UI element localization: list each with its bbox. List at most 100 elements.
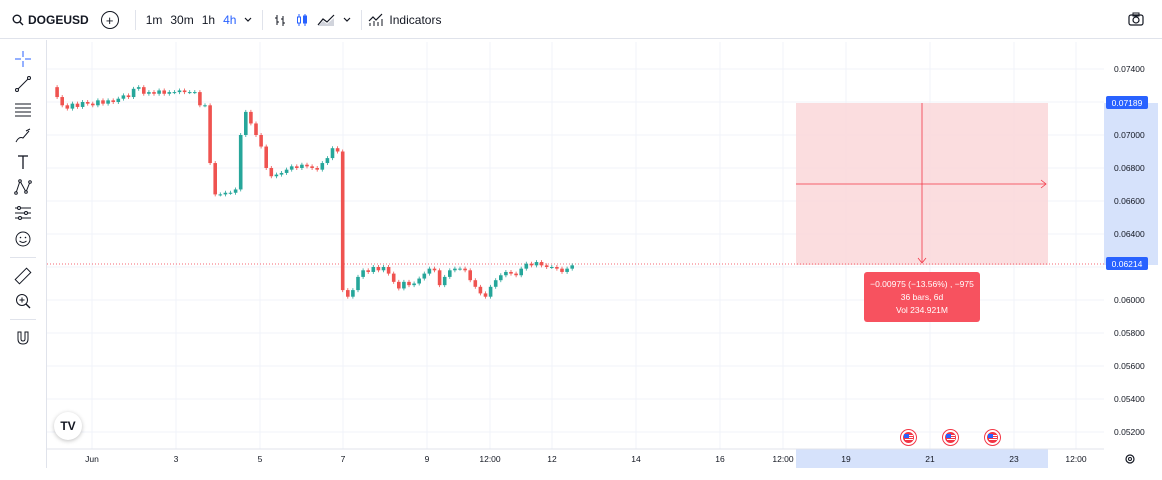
candle-body: [407, 281, 411, 286]
candle-body: [147, 92, 151, 94]
us-flag-event-icon[interactable]: [943, 430, 958, 445]
candle-body: [213, 163, 217, 195]
candle-body: [223, 192, 228, 195]
candle-body: [386, 267, 391, 274]
candle-body: [544, 265, 549, 267]
interval-4h-button[interactable]: 4h: [223, 13, 237, 27]
candle-body: [509, 271, 513, 274]
interval-1h-button[interactable]: 1h: [201, 13, 216, 27]
candle-body: [534, 262, 539, 266]
brush-icon[interactable]: [12, 125, 34, 147]
forecast-icon[interactable]: [12, 202, 34, 224]
candle-body: [218, 194, 223, 196]
candle-body: [458, 268, 462, 270]
zoom-in-icon[interactable]: [12, 290, 34, 312]
candle-body: [91, 103, 95, 106]
price-tick-label: 0.06600: [1114, 196, 1145, 206]
candle-body: [131, 88, 136, 98]
candle-body: [177, 90, 182, 93]
emoji-icon[interactable]: [12, 228, 34, 250]
interval-1m-button[interactable]: 1m: [145, 13, 163, 27]
bars-style-icon[interactable]: [269, 7, 291, 33]
candle-body: [315, 168, 319, 170]
candle-body: [570, 265, 574, 269]
interval-30m-button[interactable]: 30m: [170, 13, 194, 27]
candle-body: [233, 189, 238, 193]
candle-body: [412, 283, 416, 286]
us-flag-event-icon[interactable]: [901, 430, 916, 445]
divider: [134, 10, 136, 30]
candle-body: [182, 90, 187, 93]
tradingview-logo[interactable]: TV: [54, 412, 82, 440]
interval-dropdown-icon[interactable]: [240, 7, 256, 33]
candle-body: [101, 100, 105, 104]
indicators-label: Indicators: [389, 13, 442, 27]
time-tick-label: 12: [547, 454, 557, 464]
chart-type-dropdown-icon[interactable]: [339, 7, 355, 33]
candle-body: [366, 270, 370, 272]
candle-body: [351, 290, 355, 297]
search-icon: [12, 14, 24, 26]
measure-horizontal-arrowhead: [1040, 179, 1047, 189]
trend-line-icon[interactable]: [12, 73, 34, 95]
time-tick-label: 5: [258, 454, 263, 464]
time-tick-label: 21: [925, 454, 935, 464]
candles: [55, 85, 574, 299]
candle-body: [279, 172, 284, 175]
candle-body: [453, 268, 457, 271]
fib-retracement-icon[interactable]: [12, 99, 34, 121]
candle-body: [473, 280, 478, 287]
candle-body: [254, 123, 258, 135]
candle-body: [136, 87, 141, 89]
candle-body: [555, 267, 559, 269]
candles-style-icon[interactable]: [291, 7, 313, 33]
candle-body: [300, 164, 304, 168]
candle-body: [463, 268, 467, 271]
text-icon[interactable]: [12, 151, 34, 173]
divider: [361, 10, 363, 30]
candle-body: [121, 95, 126, 99]
candle-body: [238, 135, 243, 190]
us-flag-event-icon[interactable]: [985, 430, 1000, 445]
candle-body: [371, 267, 376, 272]
candle-body: [142, 87, 146, 94]
current-price-marker: 0.06214: [1106, 257, 1148, 270]
price-tick-label: 0.07000: [1114, 130, 1145, 140]
candle-body: [310, 166, 314, 168]
candle-body: [519, 268, 523, 276]
candle-body: [187, 92, 192, 94]
pattern-icon[interactable]: [12, 176, 34, 198]
settings-gear-icon[interactable]: [1124, 452, 1136, 470]
candle-body: [432, 268, 437, 271]
ruler-icon[interactable]: [12, 265, 34, 287]
candle-body: [96, 100, 100, 106]
time-tick-label: 16: [715, 454, 725, 464]
compare-plus-icon[interactable]: +: [100, 11, 119, 29]
measure-tooltip: −0.00975 (−13.56%) , −975 36 bars, 6d Vo…: [864, 272, 980, 322]
indicators-button[interactable]: Indicators: [368, 13, 441, 27]
candle-body: [203, 105, 207, 107]
candle-body: [295, 166, 299, 168]
price-tick-label: 0.05400: [1114, 394, 1145, 404]
magnet-icon[interactable]: [12, 327, 34, 349]
candle-body: [550, 267, 554, 268]
camera-icon[interactable]: [1128, 12, 1144, 31]
top-price-marker: 0.07189: [1106, 96, 1148, 109]
candle-body: [116, 98, 121, 102]
candle-body: [126, 95, 131, 98]
time-tick-label: 12:00: [772, 454, 794, 464]
candle-body: [361, 270, 365, 277]
symbol-search[interactable]: DOGEUSD: [12, 13, 89, 27]
candle-body: [437, 270, 442, 286]
time-tick-label: 23: [1009, 454, 1019, 464]
candle-body: [198, 92, 202, 106]
area-style-icon[interactable]: [313, 7, 339, 33]
candle-body: [524, 263, 529, 269]
divider: [262, 10, 264, 30]
price-tick-label: 0.06000: [1114, 295, 1145, 305]
crosshair-icon[interactable]: [12, 48, 34, 70]
candle-body: [504, 271, 508, 276]
tool-divider: [10, 319, 36, 320]
candle-body: [468, 270, 472, 281]
